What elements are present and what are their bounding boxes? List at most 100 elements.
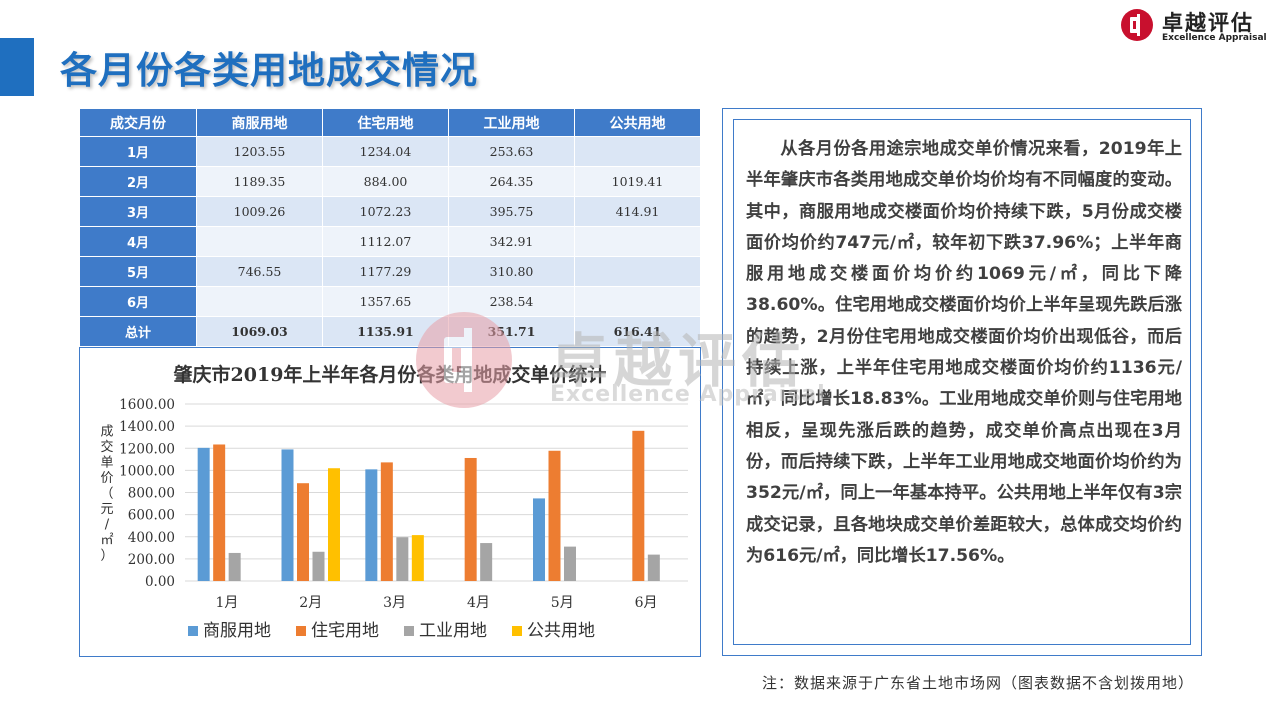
table-header-commercial: 商服用地	[196, 108, 323, 137]
legend-swatch	[188, 626, 198, 636]
legend-swatch	[296, 626, 306, 636]
y-axis-label-char: ㎡	[100, 533, 113, 548]
table-cell	[574, 136, 701, 167]
legend-swatch	[512, 626, 522, 636]
y-axis-label-char: 价	[100, 471, 113, 486]
y-tick-label: 600.00	[128, 508, 175, 524]
table-row: 4月 1112.07 342.91	[79, 226, 701, 257]
bar-4	[411, 535, 424, 581]
table-cell: 1019.41	[574, 166, 701, 197]
table-cell: 1203.55	[196, 136, 323, 167]
bar-2	[297, 483, 309, 581]
bar-1	[365, 469, 378, 581]
table-header-residential: 住宅用地	[322, 108, 449, 137]
legend-label: 住宅用地	[311, 621, 379, 641]
brand-logo-block: 卓越评估 Excellence Appraisal	[1120, 6, 1270, 46]
y-axis-label-char: 交	[100, 439, 113, 455]
y-tick-label: 200.00	[128, 552, 175, 568]
bar-1	[197, 447, 210, 581]
bar-1	[533, 498, 545, 581]
table-cell: 1112.07	[322, 226, 449, 257]
bar-3	[564, 546, 576, 581]
bar-4	[328, 468, 340, 581]
y-tick-label: 1000.00	[119, 463, 175, 479]
y-axis-label-char: 单	[100, 456, 113, 471]
bar-chart: 肇庆市2019年上半年各月份各类用地成交单价统计 0.00 200.00 400.00…	[100, 363, 688, 641]
analysis-panel: 从各月份各用途宗地成交单价情况来看，2019年上半年肇庆市各类用地成交单价均价均…	[722, 108, 1202, 656]
source-footnote: 注：数据来源于广东省土地市场网（图表数据不含划拨用地）	[761, 674, 1194, 692]
legend-swatch	[404, 626, 414, 636]
table-cell-total: 1069.03	[196, 316, 323, 347]
y-tick-label: 400.00	[128, 530, 175, 546]
bar-3	[480, 543, 493, 581]
table-cell	[574, 226, 701, 257]
legend-label: 公共用地	[527, 621, 595, 641]
x-tick-label: 1月	[215, 595, 238, 611]
table-row: 2月 1189.35 884.00 264.35 1019.41	[79, 166, 701, 197]
table-row: 3月 1009.26 1072.23 395.75 414.91	[79, 196, 701, 227]
bar-2	[464, 457, 477, 581]
land-price-table: 成交月份 商服用地 住宅用地 工业用地 公共用地 1月 1203.55 1234…	[79, 108, 701, 347]
table-row: 5月 746.55 1177.29 310.80	[79, 256, 701, 287]
table-cell: 1177.29	[322, 256, 449, 287]
table-cell-month: 4月	[79, 226, 197, 257]
bar-2	[632, 430, 645, 581]
x-tick-label: 3月	[383, 595, 406, 611]
table-cell: 884.00	[322, 166, 449, 197]
bar-2	[548, 450, 561, 581]
table-cell: 1234.04	[322, 136, 449, 167]
table-total-row: 总计 1069.03 1135.91 351.71 616.41	[79, 316, 701, 347]
brand-name-cn: 卓越评估	[1162, 11, 1254, 35]
table-cell	[574, 286, 701, 317]
table-cell: 1072.23	[322, 196, 449, 227]
table-cell: 342.91	[448, 226, 575, 257]
table-header-industrial: 工业用地	[448, 108, 575, 137]
table-cell-month: 2月	[79, 166, 197, 197]
table-cell-month: 1月	[79, 136, 197, 167]
y-axis-label-char: （	[100, 487, 113, 502]
table-cell: 1189.35	[196, 166, 323, 197]
bar-3	[312, 551, 325, 581]
legend-label: 商服用地	[203, 621, 271, 641]
title-accent-bar	[0, 38, 34, 96]
bar-3	[396, 537, 409, 581]
table-cell: 395.75	[448, 196, 575, 227]
table-cell-total: 616.41	[574, 316, 701, 347]
y-tick-label: 1400.00	[119, 419, 175, 435]
table-cell-month: 总计	[79, 316, 197, 347]
page-title: 各月份各类用地成交情况	[60, 49, 478, 92]
y-tick-label: 0.00	[145, 574, 175, 590]
table-cell: 238.54	[448, 286, 575, 317]
table-cell	[196, 226, 323, 257]
table-header-month: 成交月份	[79, 108, 197, 137]
bar-chart-panel: 肇庆市2019年上半年各月份各类用地成交单价统计 0.00 200.00 400.00…	[79, 347, 701, 657]
table-row: 6月 1357.65 238.54	[79, 286, 701, 317]
x-tick-label: 2月	[299, 595, 322, 611]
y-tick-label: 800.00	[128, 486, 175, 502]
table-row: 1月 1203.55 1234.04 253.63	[79, 136, 701, 167]
bar-3	[647, 554, 660, 581]
bar-3	[228, 552, 241, 581]
y-axis-label-char: 成	[100, 425, 113, 440]
table-cell: 1009.26	[196, 196, 323, 227]
brand-name-en: Excellence Appraisal	[1162, 33, 1267, 43]
table-cell: 414.91	[574, 196, 701, 227]
table-cell: 253.63	[448, 136, 575, 167]
analysis-paragraph: 从各月份各用途宗地成交单价情况来看，2019年上半年肇庆市各类用地成交单价均价均…	[746, 139, 1182, 566]
analysis-text-frame: 从各月份各用途宗地成交单价情况来看，2019年上半年肇庆市各类用地成交单价均价均…	[733, 119, 1191, 645]
x-tick-label: 4月	[467, 595, 490, 611]
table-cell-month: 6月	[79, 286, 197, 317]
table-cell-total: 1135.91	[322, 316, 449, 347]
table-header-public: 公共用地	[574, 108, 701, 137]
table-cell: 1357.65	[322, 286, 449, 317]
y-tick-label: 1600.00	[119, 397, 175, 413]
chart-title: 肇庆市2019年上半年各月份各类用地成交单价统计	[174, 363, 607, 386]
table-header-row: 成交月份 商服用地 住宅用地 工业用地 公共用地	[79, 108, 701, 137]
bar-1	[281, 449, 294, 581]
y-tick-label: 1200.00	[119, 441, 175, 457]
x-tick-label: 6月	[635, 595, 658, 611]
y-axis-label-char: /	[105, 518, 110, 533]
bar-2	[380, 462, 393, 581]
brand-logo-icon	[1121, 9, 1153, 41]
table-cell	[574, 256, 701, 287]
